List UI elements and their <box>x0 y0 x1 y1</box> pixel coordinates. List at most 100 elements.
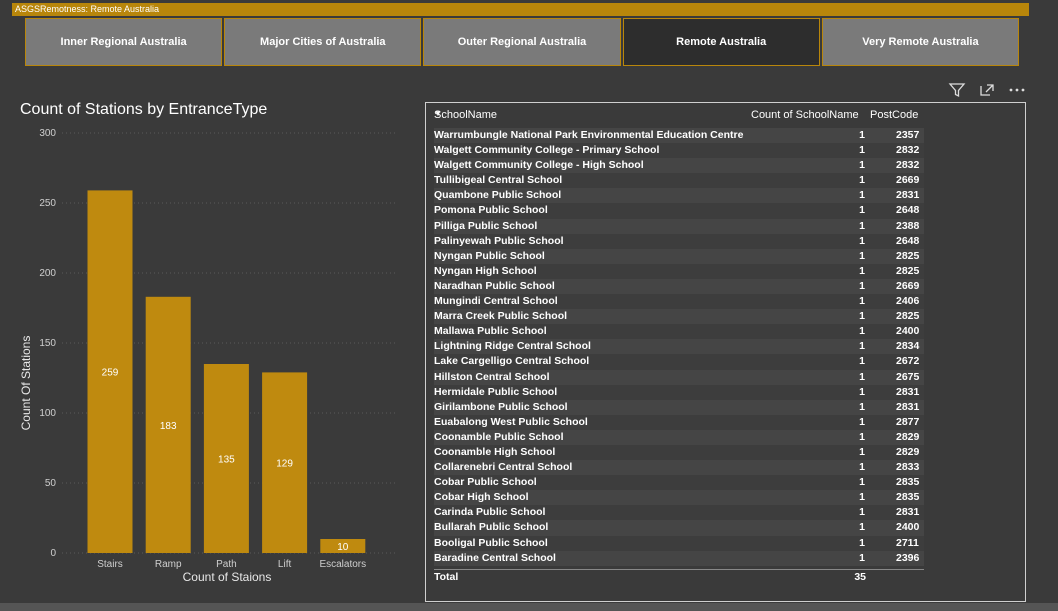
filter-icon[interactable] <box>948 82 966 98</box>
column-header-postcode[interactable]: PostCode <box>870 109 918 121</box>
table-row[interactable]: Pomona Public School12648 <box>434 203 924 218</box>
postcode-cell: 2669 <box>896 173 919 188</box>
postcode-cell: 2877 <box>896 415 919 430</box>
total-count: 35 <box>846 571 866 583</box>
x-axis-title: Count of Staions <box>183 570 272 584</box>
count-cell: 1 <box>855 475 865 490</box>
table-row[interactable]: Girilambone Public School12831 <box>434 400 924 415</box>
count-cell: 1 <box>855 188 865 203</box>
count-cell: 1 <box>855 370 865 385</box>
count-cell: 1 <box>855 279 865 294</box>
page-bottom-strip <box>0 603 1058 611</box>
postcode-cell: 2711 <box>896 536 919 551</box>
data-label: 259 <box>102 368 119 379</box>
postcode-cell: 2400 <box>896 324 919 339</box>
count-cell: 1 <box>855 505 865 520</box>
x-tick-label: Path <box>216 559 237 570</box>
table-row[interactable]: Carinda Public School 1 2831 <box>434 505 924 520</box>
table-row[interactable]: Euabalong West Public School12877 <box>434 415 924 430</box>
table-row[interactable]: Coonamble High School12829 <box>434 445 924 460</box>
count-cell: 1 <box>855 173 865 188</box>
table-row[interactable]: Nyngan High School12825 <box>434 264 924 279</box>
x-tick-label: Ramp <box>155 559 182 570</box>
table-row[interactable]: Lightning Ridge Central School12834 <box>434 339 924 354</box>
postcode-cell: 2834 <box>896 339 919 354</box>
more-options-icon[interactable] <box>1008 82 1026 98</box>
count-cell: 1 <box>855 339 865 354</box>
y-axis-title: Count Of Stations <box>19 336 33 431</box>
school-name-cell: Carinda Public School <box>434 505 545 520</box>
school-name-cell: Mungindi Central School <box>434 294 558 309</box>
table-row[interactable]: Pilliga Public School12388 <box>434 219 924 234</box>
table-row[interactable]: Palinyewah Public School12648 <box>434 234 924 249</box>
table-row[interactable]: Nyngan Public School12825 <box>434 249 924 264</box>
focus-mode-icon[interactable] <box>978 82 996 98</box>
table-row[interactable]: Tullibigeal Central School12669 <box>434 173 924 188</box>
table-body: Warrumbungle National Park Environmental… <box>434 128 924 566</box>
table-row[interactable]: Cobar High School12835 <box>434 490 924 505</box>
school-name-cell: Cobar High School <box>434 490 529 505</box>
count-cell: 1 <box>855 219 865 234</box>
y-tick-label: 300 <box>39 128 56 139</box>
count-cell: 1 <box>855 234 865 249</box>
x-tick-label: Stairs <box>97 559 123 570</box>
table-row[interactable]: Cobar Public School 1 2835 <box>434 475 924 490</box>
table-row[interactable]: Bullarah Public School12400 <box>434 520 924 535</box>
school-name-cell: Hillston Central School <box>434 370 550 385</box>
slicer-button-outer-regional[interactable]: Outer Regional Australia <box>423 18 620 66</box>
school-name-cell: Walgett Community College - Primary Scho… <box>434 143 659 158</box>
table-row[interactable]: Naradhan Public School12669 <box>434 279 924 294</box>
postcode-cell: 2388 <box>896 219 919 234</box>
table-row[interactable]: Lake Cargelligo Central School12672 <box>434 354 924 369</box>
slicer-button-very-remote[interactable]: Very Remote Australia <box>822 18 1019 66</box>
table-row[interactable]: Warrumbungle National Park Environmental… <box>434 128 924 143</box>
table-row[interactable]: Mallawa Public School12400 <box>434 324 924 339</box>
postcode-cell: 2832 <box>896 158 919 173</box>
count-cell: 1 <box>855 536 865 551</box>
count-cell: 1 <box>855 400 865 415</box>
column-header-schoolname[interactable]: SchoolName <box>434 109 497 121</box>
postcode-cell: 2831 <box>896 400 919 415</box>
sort-arrow-icon: ▼ <box>434 109 442 118</box>
y-tick-label: 100 <box>39 408 56 419</box>
school-name-cell: Euabalong West Public School <box>434 415 588 430</box>
count-cell: 1 <box>855 264 865 279</box>
total-label: Total <box>434 571 458 583</box>
postcode-cell: 2406 <box>896 294 919 309</box>
count-cell: 1 <box>855 460 865 475</box>
table-row[interactable]: Baradine Central School12396 <box>434 551 924 566</box>
table-row[interactable]: Quambone Public School12831 <box>434 188 924 203</box>
table-row[interactable]: Marra Creek Public School12825 <box>434 309 924 324</box>
school-name-cell: Collarenebri Central School <box>434 460 572 475</box>
school-name-cell: Booligal Public School <box>434 536 548 551</box>
count-cell: 1 <box>855 143 865 158</box>
school-name-cell: Cobar Public School <box>434 475 537 490</box>
table-row[interactable]: Coonamble Public School12829 <box>434 430 924 445</box>
x-tick-label: Lift <box>278 559 292 570</box>
postcode-cell: 2832 <box>896 143 919 158</box>
postcode-cell: 2831 <box>896 188 919 203</box>
postcode-cell: 2833 <box>896 460 919 475</box>
table-row[interactable]: Booligal Public School 1 2711 <box>434 536 924 551</box>
slicer-button-inner-regional[interactable]: Inner Regional Australia <box>25 18 222 66</box>
column-header-count[interactable]: Count of SchoolName <box>751 109 859 121</box>
table-row[interactable]: Walgett Community College - High School1… <box>434 158 924 173</box>
count-cell: 1 <box>855 294 865 309</box>
table-row[interactable]: Walgett Community College - Primary Scho… <box>434 143 924 158</box>
school-name-cell: Coonamble High School <box>434 445 555 460</box>
table-row[interactable]: Collarenebri Central School 1 2833 <box>434 460 924 475</box>
postcode-cell: 2672 <box>896 354 919 369</box>
count-cell: 1 <box>855 128 865 143</box>
table-row[interactable]: Hermidale Public School12831 <box>434 385 924 400</box>
table-row[interactable]: Hillston Central School12675 <box>434 370 924 385</box>
slicer-button-major-cities[interactable]: Major Cities of Australia <box>224 18 421 66</box>
postcode-cell: 2831 <box>896 505 919 520</box>
school-name-cell: Hermidale Public School <box>434 385 557 400</box>
slicer-button-remote[interactable]: Remote Australia <box>623 18 820 66</box>
postcode-cell: 2825 <box>896 264 919 279</box>
data-label: 129 <box>276 459 293 470</box>
count-cell: 1 <box>855 354 865 369</box>
y-tick-label: 0 <box>50 548 56 559</box>
postcode-cell: 2835 <box>896 475 919 490</box>
table-row[interactable]: Mungindi Central School 1 2406 <box>434 294 924 309</box>
